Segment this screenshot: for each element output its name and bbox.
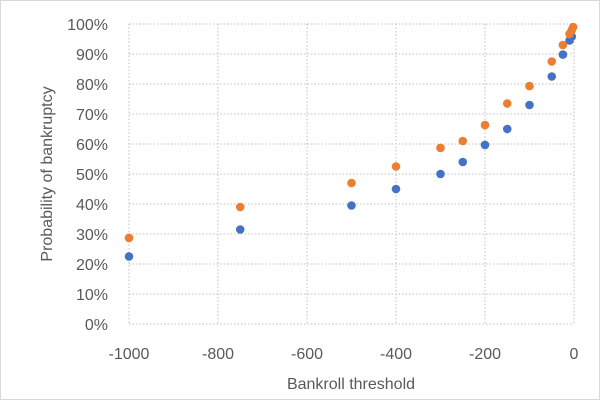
data-point	[480, 120, 490, 130]
data-point	[391, 162, 401, 171]
data-point	[235, 202, 245, 212]
data-point	[391, 184, 401, 194]
data-point	[568, 22, 578, 32]
data-point	[458, 136, 468, 146]
y-axis-tick-labels: 0% 10% 20% 30% 40% 50% 60% 70% 80% 90% 100%	[67, 17, 108, 334]
data-point	[502, 124, 512, 134]
y-tick-label: 40%	[76, 197, 108, 214]
x-axis-tick-labels: -1000 -800 -600 -400 -200 0	[109, 346, 579, 363]
data-point	[124, 252, 134, 261]
data-point	[347, 178, 356, 188]
y-axis-title: Probability of bankruptcy	[39, 86, 56, 261]
data-point	[458, 157, 468, 167]
data-point	[347, 201, 356, 210]
data-point	[558, 40, 568, 50]
y-tick-label: 0%	[85, 317, 108, 334]
gridlines	[128, 23, 575, 325]
series-1	[124, 32, 577, 261]
data-point	[436, 169, 445, 179]
x-tick-label: -400	[380, 346, 412, 363]
x-tick-label: -200	[469, 346, 501, 363]
y-tick-label: 70%	[76, 107, 108, 124]
data-point	[547, 57, 557, 66]
series-2	[124, 22, 578, 243]
data-point	[525, 100, 534, 110]
data-point	[480, 140, 490, 150]
x-tick-label: -1000	[109, 346, 150, 363]
data-point	[235, 225, 245, 234]
y-tick-label: 80%	[76, 77, 108, 94]
data-point	[558, 50, 568, 59]
data-point	[525, 81, 534, 91]
data-point	[502, 99, 512, 108]
x-tick-label: 0	[570, 346, 579, 363]
x-axis-title: Bankroll threshold	[287, 376, 415, 393]
x-tick-label: -800	[202, 346, 234, 363]
data-point	[436, 143, 445, 153]
data-point	[547, 72, 557, 81]
y-tick-label: 60%	[76, 137, 108, 154]
y-tick-label: 30%	[76, 227, 108, 244]
y-tick-label: 50%	[76, 167, 108, 184]
data-point	[124, 233, 134, 243]
y-tick-label: 90%	[76, 47, 108, 64]
y-tick-label: 10%	[76, 287, 108, 304]
data-points	[124, 22, 578, 261]
y-tick-label: 20%	[76, 257, 108, 274]
x-tick-label: -600	[291, 346, 323, 363]
y-tick-label: 100%	[67, 17, 108, 34]
